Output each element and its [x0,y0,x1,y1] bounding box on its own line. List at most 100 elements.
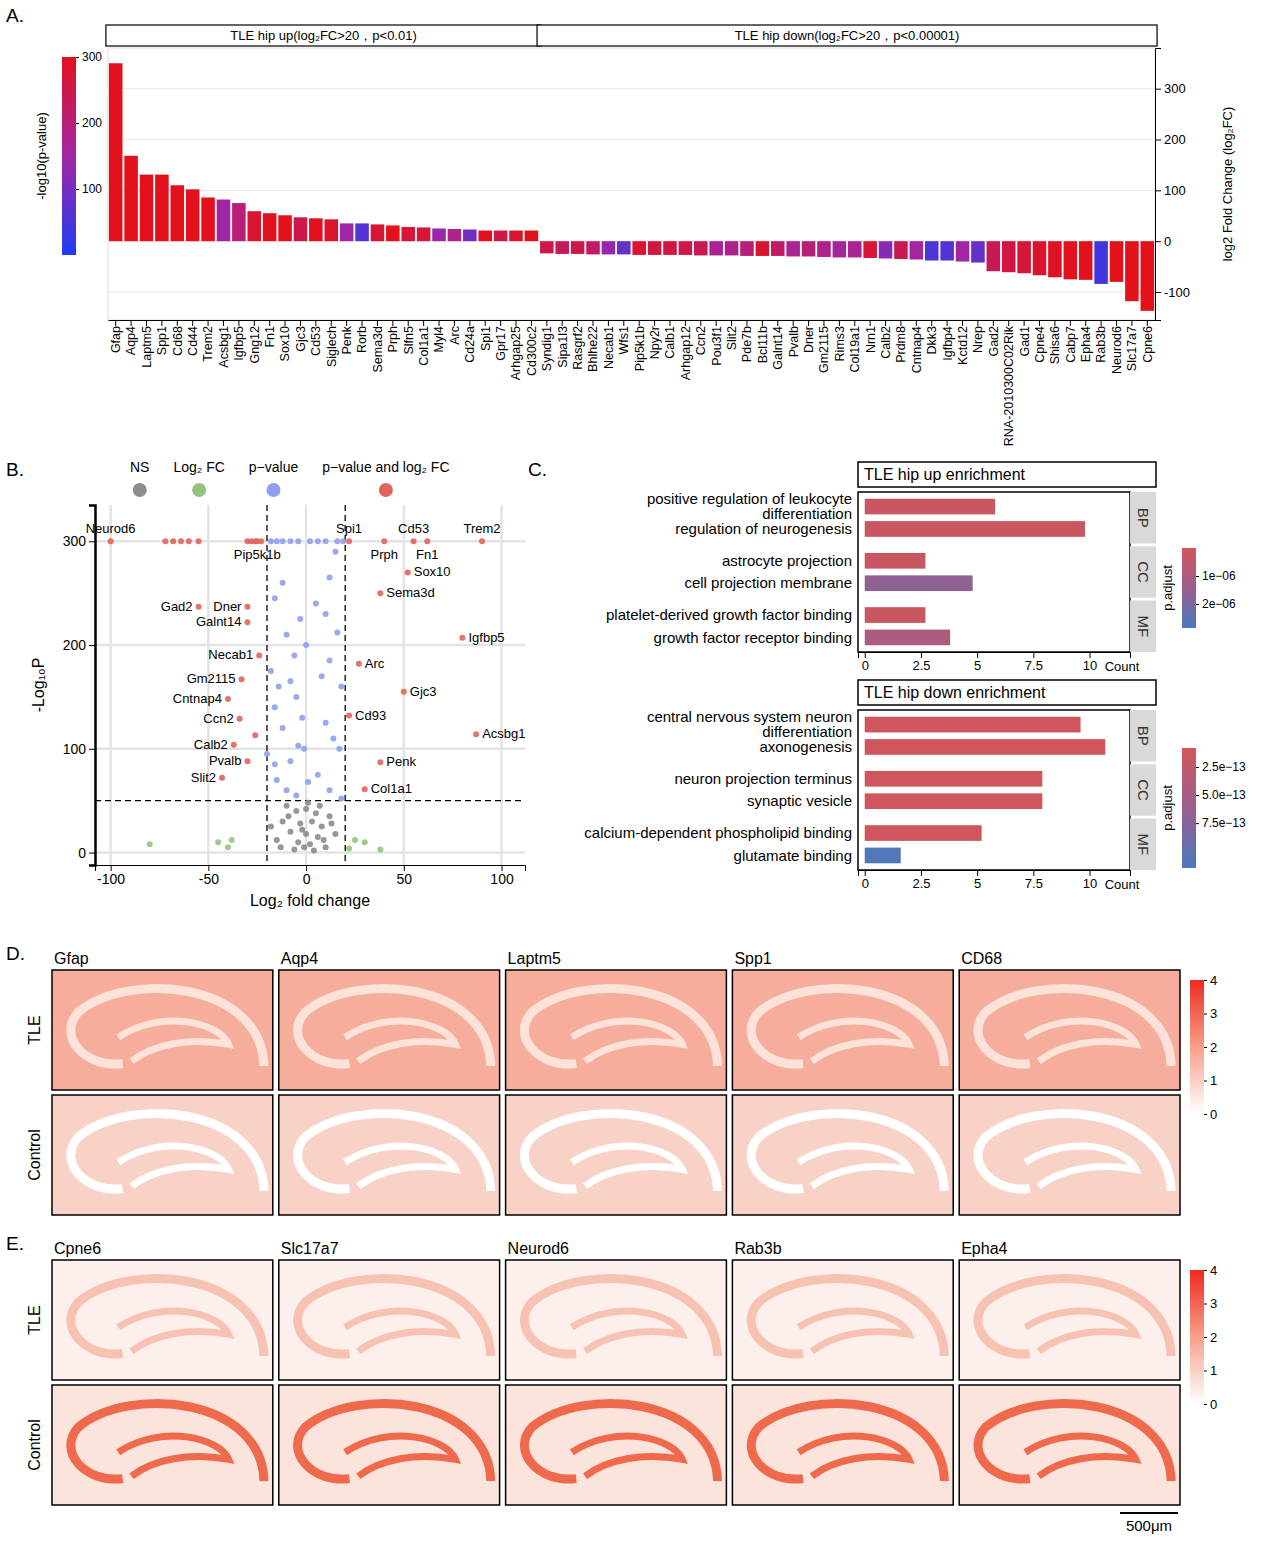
point [338,796,344,802]
point [147,841,153,847]
bar [956,241,970,261]
point [317,803,323,809]
point [311,847,317,853]
tick: Cd300c2 [525,320,539,376]
bar [865,575,973,591]
bar [987,241,1001,271]
series-name: TLE hip up(log₂FC>20，p<0.01) [230,28,416,43]
grid-line [108,190,1155,191]
point [362,786,368,792]
point [274,538,280,544]
axis-line [859,653,1131,659]
tick-label: Pip5k1b [633,326,647,371]
category-label: calcium-dependent phospholipid binding [584,824,852,841]
tick: Spp1 [155,320,169,355]
point [295,538,301,544]
tick-mark [1204,1404,1207,1405]
legend-swatch [133,483,147,497]
tissue-image [732,1095,953,1215]
point [323,611,329,617]
image-frame [959,1095,1180,1215]
tick: Pip5k1b [633,320,647,371]
tick-mark [823,320,824,326]
point-label: Prph [371,547,398,562]
tick-label: Arc [448,326,462,345]
point [268,824,274,830]
legend-swatch [379,483,393,497]
tick-mark [531,320,532,326]
tick-mark [315,320,316,326]
point [268,538,274,544]
grid-line [108,88,1155,89]
point-label: Col1a1 [371,781,412,796]
tick-label: Cabp7 [1064,326,1078,363]
tick: Arhgap25 [509,320,523,380]
tick-mark [947,320,948,326]
bar [278,215,292,241]
bar [617,241,631,254]
point [405,569,411,575]
image-frame [732,1095,953,1215]
tick: -100 [97,865,125,887]
tick: Kctd12 [956,320,970,365]
image-frame [959,1260,1180,1380]
point [108,538,114,544]
tick-label: 100 [490,871,514,887]
tick: Prdm8 [894,320,908,363]
panel-letter: A. [6,5,24,26]
point [346,538,352,544]
tissue-image [732,1385,953,1505]
image-frame [52,1095,273,1215]
tick-label: Aqp4 [124,326,138,355]
tick-label: 0 [862,876,869,891]
bar [865,771,1043,787]
bar [865,825,982,841]
spatial-panel: Cpne6Slc17a7Neurod6Rab3bEpha4TLEControl0… [26,1240,1217,1534]
tissue-layer [978,1403,1171,1481]
tick-mark [1090,870,1091,876]
tick-mark [1039,320,1040,326]
tick-label: Gad2 [987,326,1001,357]
tick-label: Rasgrf2 [571,326,585,370]
tick-mark [1204,1047,1207,1048]
tick: Calb1 [663,320,677,359]
tick: Gm2115 [817,320,831,373]
tick-mark [865,870,866,876]
tissue-layer [71,1113,264,1191]
tick-label: 5 [974,658,981,673]
point [284,787,290,793]
point [329,821,335,827]
bar [1048,241,1062,277]
bar [756,241,770,256]
point-label: Necab1 [208,647,253,662]
tick-mark [115,320,116,326]
category-label: axonogenesis [759,738,852,755]
axis-line [859,871,1131,877]
tick-label: 0 [1164,234,1171,249]
tick-label: Dkk3 [925,326,939,355]
point [319,824,325,830]
bar [1141,241,1155,311]
tick: 100 [63,741,95,757]
tick: Cd44 [186,320,200,356]
tick: Cd68 [171,320,185,356]
point [332,549,338,555]
tissue-layer [1025,1436,1135,1476]
tissue-layer [572,1436,682,1476]
tick-mark [977,870,978,876]
category-label: regulation of neurogenesis [675,520,852,537]
point [287,678,293,684]
tick-mark [1155,241,1161,242]
bar [865,607,926,623]
tick-label: 300 [1164,81,1186,96]
tick-label: 0 [1210,1397,1217,1412]
enrichment-panel: TLE hip up enrichmentpositive regulation… [606,462,1236,674]
point [315,538,321,544]
gene-title: Cpne6 [54,1240,101,1257]
bar [109,63,123,241]
tick-label: Cntnap4 [910,326,924,373]
point [272,595,278,601]
tick-label: Col19a1 [848,326,862,373]
point [287,538,293,544]
point-label: Neurod6 [86,521,136,536]
